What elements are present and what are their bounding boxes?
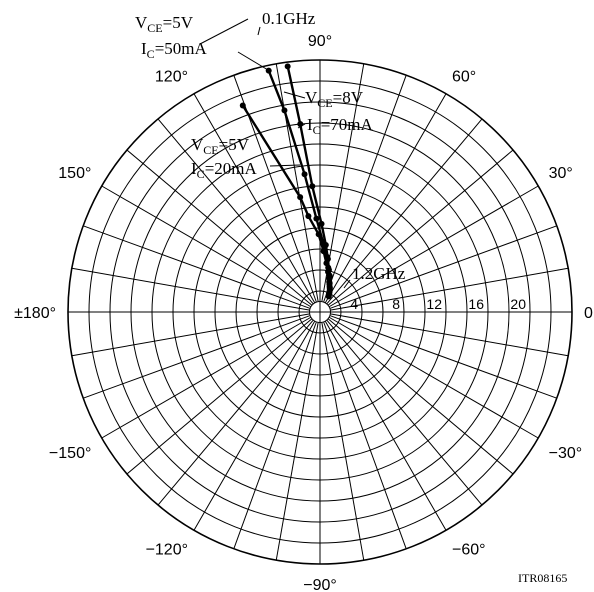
grid-spoke [157,319,314,506]
series-point-3 [315,231,322,238]
grid-spoke [101,316,312,439]
angle-label: 60° [452,68,476,85]
leader-line-vce8v [283,91,306,99]
series-point-3 [305,213,312,220]
radial-tick-label: 16 [468,296,484,312]
label-ic-70ma: IC=70mA [307,115,373,137]
annotation-vce5v-ic50ma: VCE=5V IC=50mA [135,13,207,61]
series-point-3 [326,275,333,282]
label-vce-5v-top: VCE=5V [135,13,194,35]
label-ic-20ma: IC=20mA [191,159,257,181]
grid-spoke [193,320,316,531]
leader-line-freq-start [257,26,261,36]
grid-spoke [330,313,569,357]
grid-spoke [83,315,311,399]
series-point-3 [326,285,333,292]
leader-line-vce5v [199,18,249,45]
polar-grid [67,59,573,565]
freq-end-label: 1.2GHz [352,264,406,283]
annotation-vce5v-ic20ma: VCE=5V IC=20mA [191,135,257,181]
grid-spoke [330,267,569,311]
series-point-2 [322,242,329,249]
label-ic-50ma: IC=50mA [141,39,207,61]
series-point-3 [239,102,246,109]
series-point-3 [320,248,327,255]
grid-spoke [126,318,313,475]
grid-spoke [324,320,447,531]
angle-label: 0 [584,305,593,322]
radial-tick-label: 20 [510,296,526,312]
grid-spoke [233,321,317,549]
label-vce-8v: VCE=8V [305,88,364,110]
series-point-1 [301,171,308,178]
grid-spoke [323,321,407,549]
grid-spoke [83,225,311,309]
leader-line-ic70ma [297,123,306,129]
grid-spoke [324,93,447,304]
leader-line-ic50ma [237,51,269,71]
curves [239,63,333,300]
angle-label: 150° [58,165,91,182]
grid-spoke [101,185,312,308]
series-point-3 [325,293,332,300]
angle-label: −120° [146,542,188,559]
angle-label: 90° [308,33,332,50]
freq-start-label: 0.1GHz [262,9,316,28]
grid-spoke [327,318,514,475]
series-point-3 [326,281,333,288]
annotation-vce8v-ic70ma: VCE=8V IC=70mA [305,88,373,137]
series-point-2 [284,63,291,70]
grid-spoke [323,75,407,303]
grid-spoke [157,118,314,305]
leader-line-freq-end [343,279,351,289]
series-point-3 [297,194,304,201]
series-point-3 [323,260,330,267]
grid-spoke [329,225,557,309]
angle-label: 30° [549,165,573,182]
series-point-3 [325,268,332,275]
grid-spoke [328,316,539,439]
series-point-2 [318,220,325,227]
series-point-1 [313,215,320,222]
radial-tick-label: 4 [350,296,358,312]
grid-spoke [71,267,310,311]
grid-spoke [275,322,319,561]
angle-label: −30° [549,445,583,462]
grid-spoke [329,315,557,399]
figure-code: ITR08165 [518,571,567,585]
series-point-1 [265,67,272,74]
angle-label: −60° [452,542,486,559]
grid-spoke [275,63,319,302]
grid-spoke [126,149,313,306]
series-point-1 [281,107,288,114]
grid-spoke [71,313,310,357]
radial-tick-label: 12 [426,296,442,312]
angle-label: −90° [303,577,337,592]
series-point-2 [309,183,316,190]
angle-labels: 0 30° 60° 90° 120° 150° ±180° −150° −120° −90° −60… [14,33,593,592]
grid-spoke [326,118,483,305]
grid-spoke [193,93,316,304]
grid-spoke [328,185,539,308]
angle-label: ±180° [14,305,56,322]
grid-spoke [321,322,365,561]
label-vce-5v-low: VCE=5V [191,135,250,157]
grid-spoke [327,149,514,306]
angle-label: 120° [155,68,188,85]
angle-label: −150° [49,445,91,462]
series-point-2 [297,121,304,128]
radial-tick-labels: 4 8 12 16 20 [350,296,526,312]
grid-spoke [326,319,483,506]
leader-line-ic20ma [269,164,301,167]
radial-tick-label: 8 [392,296,400,312]
